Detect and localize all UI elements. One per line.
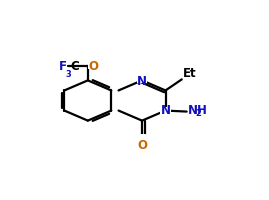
Text: 2: 2: [196, 108, 201, 117]
Text: O: O: [137, 138, 147, 151]
Text: 3: 3: [65, 69, 71, 78]
Text: C: C: [70, 59, 79, 72]
Text: F: F: [59, 59, 67, 72]
Text: O: O: [89, 59, 99, 72]
Text: Et: Et: [182, 66, 196, 79]
Text: N: N: [161, 104, 171, 117]
Text: NH: NH: [188, 104, 208, 117]
FancyBboxPatch shape: [160, 108, 171, 114]
FancyBboxPatch shape: [138, 134, 146, 140]
FancyBboxPatch shape: [88, 63, 96, 70]
FancyBboxPatch shape: [137, 78, 147, 84]
Text: N: N: [137, 75, 147, 87]
